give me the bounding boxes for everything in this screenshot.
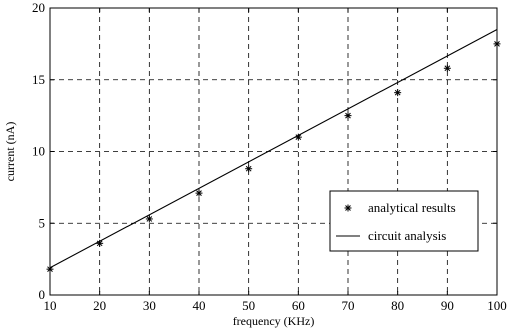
x-tick-label: 40 — [193, 298, 206, 313]
y-tick-label: 15 — [32, 72, 45, 87]
asterisk-stroke — [196, 190, 202, 196]
x-tick-label: 30 — [143, 298, 156, 313]
asterisk-stroke — [394, 89, 401, 96]
y-tick-label: 5 — [39, 215, 46, 230]
x-tick-label: 90 — [441, 298, 454, 313]
asterisk-stroke — [494, 41, 500, 47]
y-tick-label: 10 — [32, 144, 45, 159]
tick-labels: 10 20 30 40 50 60 70 80 90 100 0 5 10 15 20 — [32, 0, 507, 313]
analytical-result-point — [443, 64, 451, 72]
y-axis-label: current (nA) — [3, 122, 17, 182]
analytical-result-point — [195, 189, 203, 197]
analytical-result-point — [344, 112, 352, 120]
legend-box — [329, 190, 479, 252]
x-tick-label: 80 — [391, 298, 404, 313]
axis-ticks — [49, 7, 498, 296]
asterisk-stroke — [96, 240, 103, 247]
x-axis-label: frequency (KHz) — [233, 314, 315, 328]
y-tick-label: 20 — [32, 0, 45, 15]
x-tick-label: 20 — [93, 298, 106, 313]
data-series — [46, 29, 501, 273]
legend-entry-label: circuit analysis — [368, 228, 446, 243]
analytical-result-point — [394, 89, 402, 97]
legend: analytical results circuit analysis — [329, 190, 479, 252]
x-tick-label: 70 — [342, 298, 355, 313]
asterisk-stroke — [146, 216, 153, 222]
analytical-result-point — [493, 40, 501, 48]
analytical-result-point — [145, 215, 153, 223]
asterisk-stroke — [295, 134, 302, 140]
x-tick-label: 10 — [44, 298, 57, 313]
asterisk-stroke — [47, 266, 53, 273]
x-tick-label: 50 — [242, 298, 255, 313]
legend-asterisk-swatch — [344, 204, 352, 212]
analytical-result-point — [46, 265, 54, 273]
x-tick-label: 60 — [292, 298, 305, 313]
x-tick-label: 100 — [487, 298, 507, 313]
asterisk-stroke — [444, 65, 451, 72]
y-tick-label: 0 — [39, 287, 46, 302]
analytical-result-point — [245, 165, 253, 173]
legend-entry-label: analytical results — [368, 200, 456, 215]
circuit-analysis-line — [49, 29, 498, 269]
asterisk-stroke — [345, 205, 351, 211]
asterisk-stroke — [345, 112, 351, 119]
grid-lines — [50, 8, 497, 295]
asterisk-stroke — [245, 165, 252, 172]
